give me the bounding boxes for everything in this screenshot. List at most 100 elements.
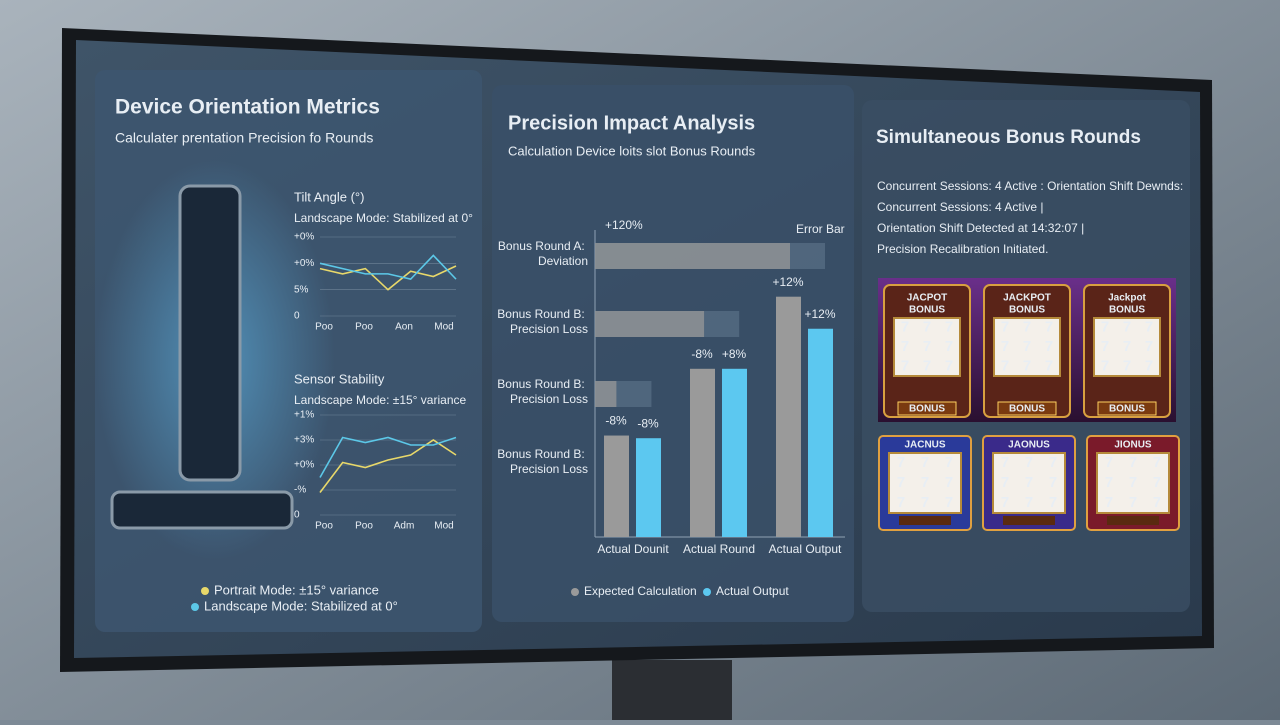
row-label: Bonus Round B: Precision Loss	[497, 447, 588, 476]
status-line: Concurrent Sessions: 4 Active : Orientat…	[877, 179, 1183, 193]
reel-symbol: 7	[901, 357, 909, 374]
reel-symbol: 7	[1105, 474, 1113, 491]
y-tick-label: 0	[294, 510, 300, 521]
x-tick-label: Actual Output	[769, 542, 842, 556]
bonus-button-label: BONUS	[909, 404, 945, 415]
slot-base	[1003, 516, 1055, 525]
reel-symbol: 7	[1129, 454, 1137, 471]
status-line: Concurrent Sessions: 4 Active |	[877, 200, 1044, 214]
reel-symbol: 7	[923, 319, 931, 336]
reel-symbol: 7	[1023, 357, 1031, 374]
slot-header: BONUS	[909, 305, 945, 316]
reel-symbol: 7	[1145, 357, 1153, 374]
reel-symbol: 7	[1049, 454, 1057, 471]
reel-symbol: 7	[945, 338, 953, 355]
row-label: Bonus Round A: Deviation	[498, 239, 588, 268]
reel-symbol: 7	[1123, 357, 1131, 374]
slot-header: JACPOT	[907, 293, 948, 304]
reel-symbol: 7	[1101, 338, 1109, 355]
reel-symbol: 7	[1045, 357, 1053, 374]
y-tick-label: 5%	[294, 284, 309, 295]
reel-symbol: 7	[1025, 494, 1033, 511]
reel-symbol: 7	[1049, 494, 1057, 511]
bar	[808, 328, 833, 537]
panel-title: Device Orientation Metrics	[115, 96, 380, 119]
legend-swatch	[571, 588, 579, 596]
note: Error Bar	[796, 222, 845, 236]
bonus-button	[1097, 401, 1157, 416]
reel-symbol: 7	[921, 454, 929, 471]
legend-label: Actual Output	[716, 584, 789, 598]
reel-symbol: 7	[1129, 474, 1137, 491]
legend-label: Landscape Mode: Stabilized at 0°	[204, 598, 398, 613]
y-tick-label: +0%	[294, 232, 314, 243]
reel-window	[888, 452, 962, 514]
bar-note: -8%	[691, 347, 713, 361]
reel-symbol: 7	[897, 454, 905, 471]
line-series	[319, 439, 457, 493]
line-series	[319, 436, 457, 478]
reel-symbol: 7	[923, 338, 931, 355]
status-line: Orientation Shift Detected at 14:32:07 |	[877, 221, 1084, 235]
reel-symbol: 7	[945, 319, 953, 336]
reel-symbol: 7	[901, 338, 909, 355]
reel-symbol: 7	[897, 474, 905, 491]
chart-title: Tilt Angle (°)	[294, 189, 364, 204]
reel-symbol: 7	[1049, 474, 1057, 491]
bonus-button	[897, 401, 957, 416]
status-line: Precision Recalibration Initiated.	[877, 242, 1048, 256]
reel-symbol: 7	[1129, 494, 1137, 511]
chart-title: Sensor Stability	[294, 371, 385, 386]
legend-swatch	[703, 588, 711, 596]
reel-symbol: 7	[921, 494, 929, 511]
bar	[776, 296, 801, 537]
panel-subtitle: Calculation Device loits slot Bonus Roun…	[508, 143, 756, 158]
bar-note: +12%	[772, 275, 803, 289]
y-tick-label: 0	[294, 311, 300, 322]
bar	[722, 368, 747, 537]
slot-base	[1107, 516, 1159, 525]
reel-window	[1096, 452, 1170, 514]
reel-symbol: 7	[1153, 474, 1161, 491]
reel-symbol: 7	[1101, 357, 1109, 374]
reel-symbol: 7	[1023, 338, 1031, 355]
slot-header: Jackpot	[1108, 293, 1146, 304]
reel-window	[893, 317, 961, 377]
panel-title: Precision Impact Analysis	[508, 112, 755, 134]
x-tick-label: Actual Round	[683, 542, 755, 556]
chart-subtitle: Landscape Mode: ±15° variance	[294, 393, 466, 407]
slot-header: JACNUS	[904, 440, 945, 451]
panel	[492, 85, 854, 622]
x-tick-label: Adm	[394, 521, 415, 532]
reel-symbol: 7	[1025, 454, 1033, 471]
legend-swatch	[201, 587, 209, 595]
reel-symbol: 7	[945, 494, 953, 511]
reel-symbol: 7	[1001, 338, 1009, 355]
panel-title: Simultaneous Bonus Rounds	[876, 127, 1141, 148]
reel-symbol: 7	[1025, 474, 1033, 491]
reel-symbol: 7	[945, 474, 953, 491]
legend-label: Portrait Mode: ±15° variance	[214, 582, 379, 597]
note: +120%	[605, 218, 643, 232]
error-extension	[704, 311, 740, 337]
reel-symbol: 7	[897, 494, 905, 511]
reel-symbol: 7	[1123, 338, 1131, 355]
y-tick-label: -%	[294, 485, 306, 496]
bar-note: +8%	[722, 347, 747, 361]
reel-symbol: 7	[1045, 319, 1053, 336]
x-tick-label: Mod	[434, 322, 453, 333]
reel-window	[992, 452, 1066, 514]
row-label: Bonus Round B: Precision Loss	[497, 307, 588, 336]
bar-note: -8%	[605, 414, 627, 428]
bar	[636, 438, 661, 537]
reel-symbol: 7	[945, 454, 953, 471]
slot-header: JIONUS	[1114, 440, 1152, 451]
reel-symbol: 7	[901, 319, 909, 336]
reel-window	[1093, 317, 1161, 377]
x-tick-label: Poo	[355, 521, 373, 532]
slot-header: BONUS	[1109, 305, 1145, 316]
error-extension	[616, 381, 652, 407]
reel-symbol: 7	[1001, 319, 1009, 336]
reel-symbol: 7	[1101, 319, 1109, 336]
